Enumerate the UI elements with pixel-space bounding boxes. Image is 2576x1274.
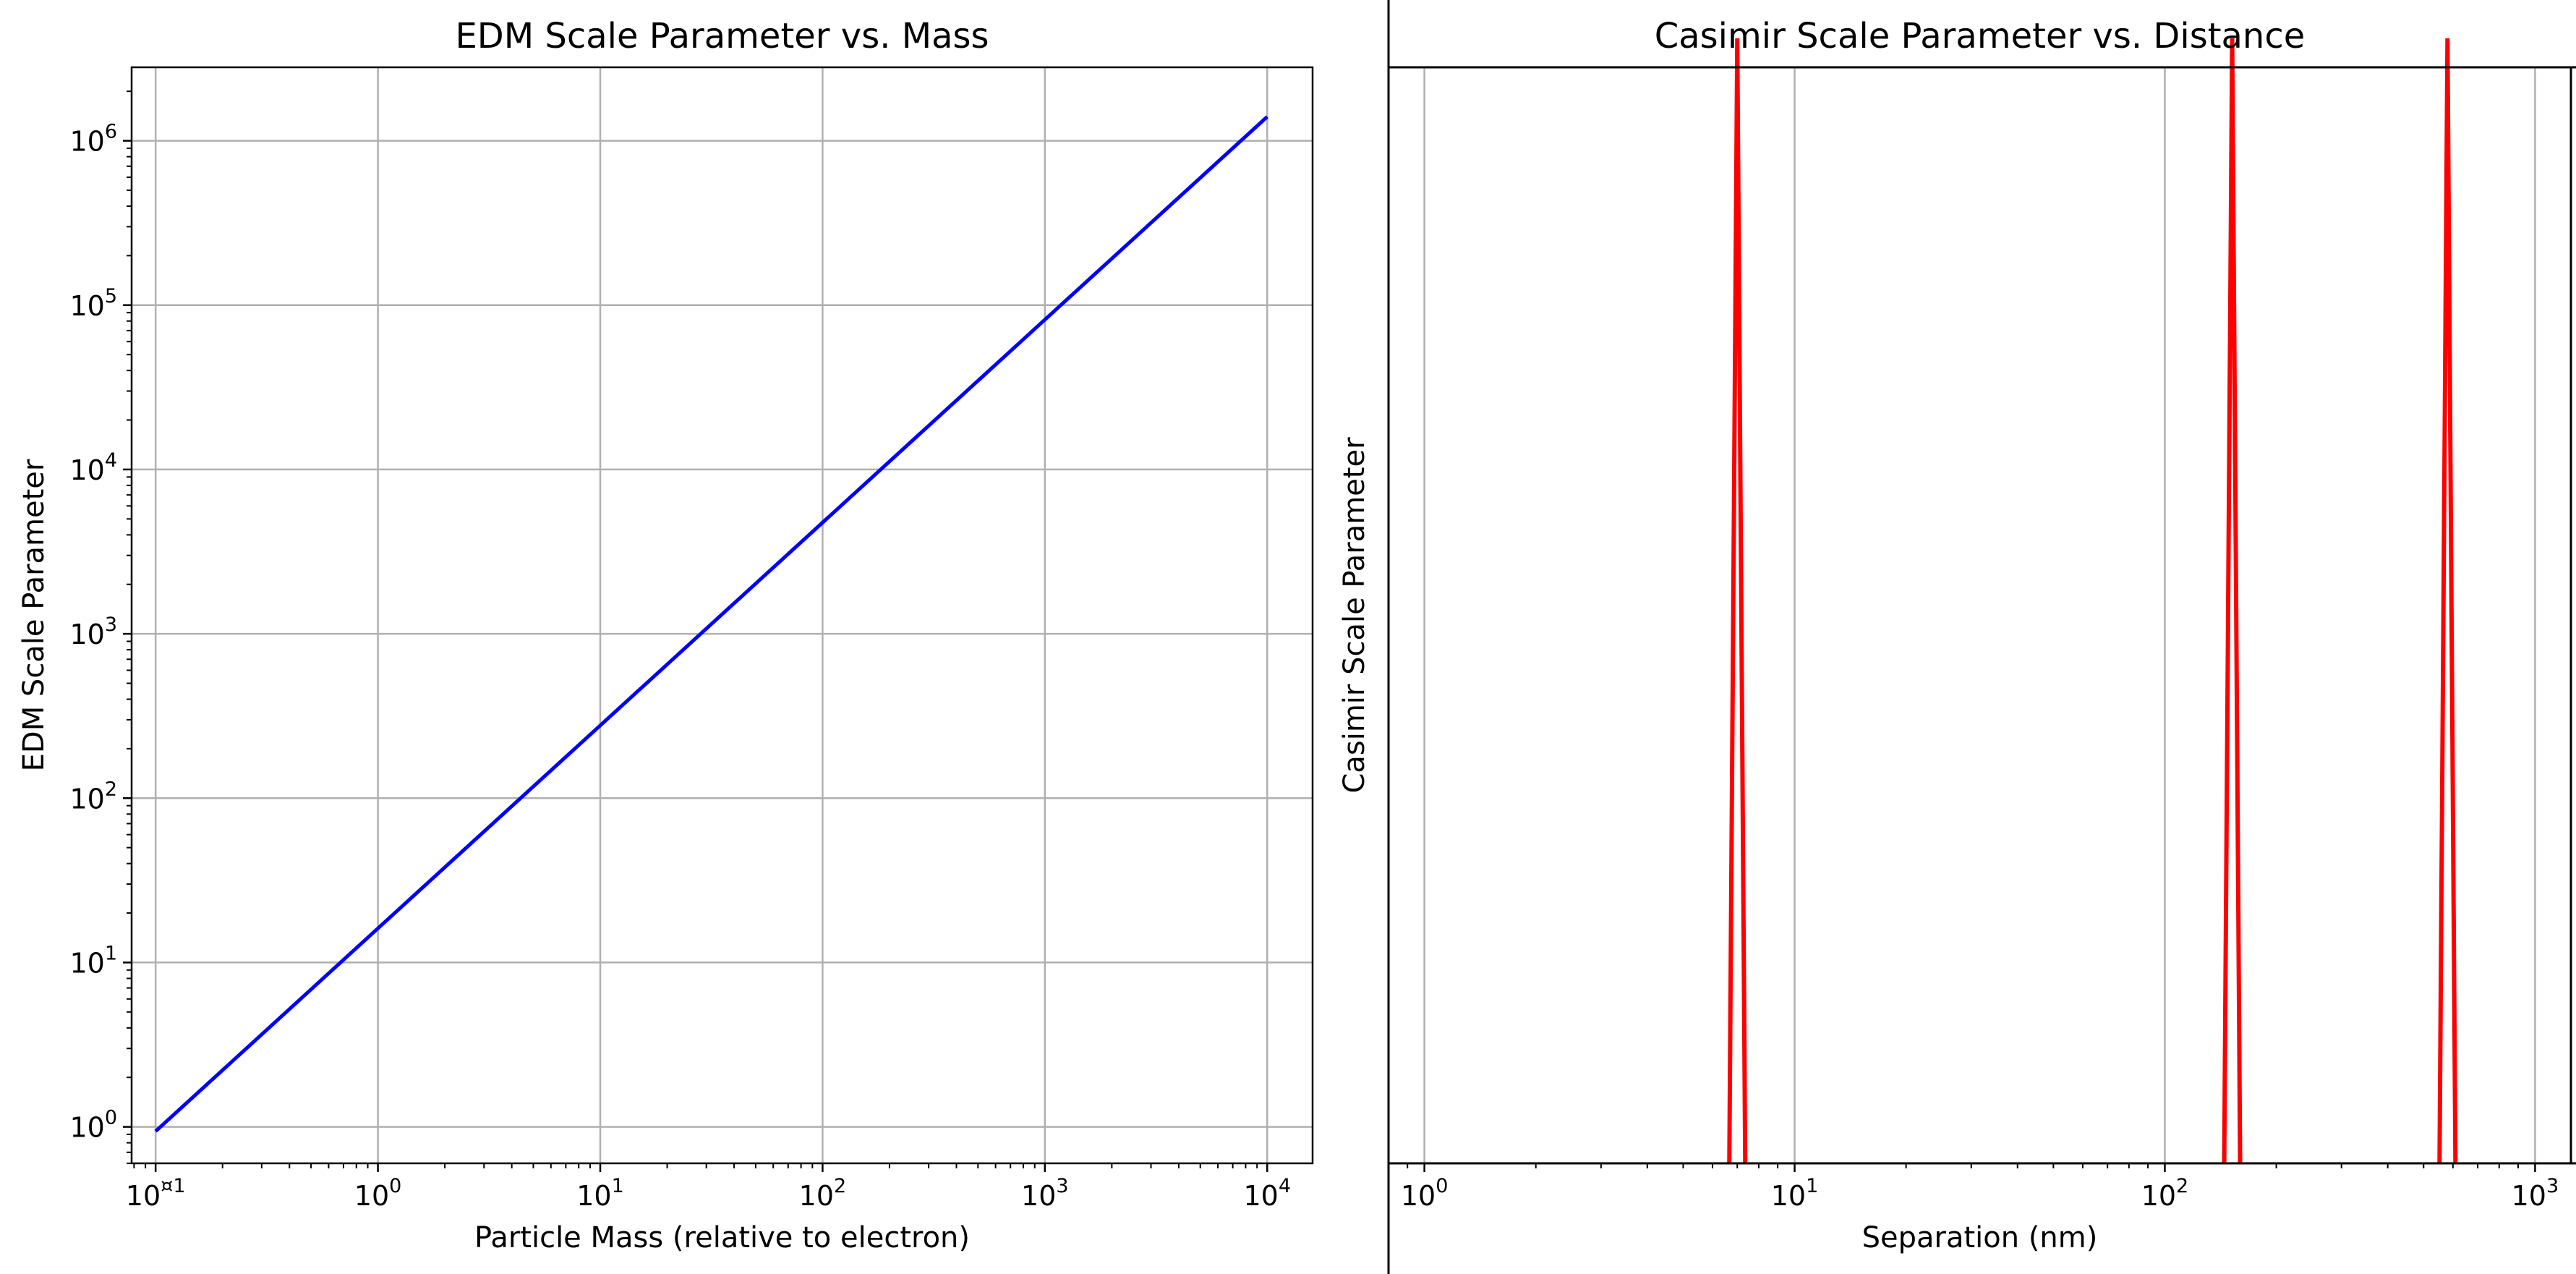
edm-y-tick-label-exponent: 2: [105, 778, 117, 800]
edm-y-tick-label: 103: [69, 613, 117, 650]
casimir-x-tick-label-exponent: 2: [2176, 1175, 2188, 1197]
casimir-x-tick-label: 101: [1771, 1175, 1819, 1212]
casimir-x-tick-label-base: 10: [2141, 1180, 2176, 1212]
edm-y-tick-label-base: 10: [69, 126, 104, 158]
edm-y-tick-label: 106: [69, 121, 117, 158]
edm-y-tick-label: 102: [69, 778, 117, 815]
edm-x-tick-label: 10¤1: [126, 1175, 186, 1212]
edm-y-tick-label-base: 10: [69, 290, 104, 322]
edm-y-tick-label-exponent: 5: [105, 285, 117, 307]
edm-x-tick-label-base: 10: [354, 1180, 389, 1212]
casimir-x-tick-label: 103: [2512, 1175, 2559, 1212]
edm-x-tick-label-base: 10: [1021, 1180, 1056, 1212]
casimir-chart: 100 101 102 103 Casimir Scale Parameter vs.…: [1338, 0, 2576, 1274]
edm-x-tick-label-base: 10: [126, 1180, 161, 1212]
edm-y-tick-label: 105: [69, 285, 117, 322]
casimir-x-tick-label-exponent: 0: [1436, 1175, 1448, 1197]
edm-x-tick-label-exponent: 1: [612, 1175, 624, 1197]
casimir-spike: [2222, 38, 2243, 1164]
edm-series: [154, 115, 1268, 1133]
edm-x-tick-label-base: 10: [799, 1180, 834, 1212]
edm-y-tick-label-exponent: 3: [105, 613, 117, 636]
edm-chart-title: EDM Scale Parameter vs. Mass: [455, 16, 989, 56]
casimir-x-tick-label: 100: [1401, 1175, 1449, 1212]
casimir-spike: [1727, 38, 1748, 1164]
edm-x-tick-label-exponent: 0: [389, 1175, 401, 1197]
edm-x-tick-label-exponent: 3: [1056, 1175, 1068, 1197]
edm-chart: 10¤1 100 101 102 103 104100101102103104105106…: [17, 16, 1314, 1254]
edm-y-axis-label: EDM Scale Parameter: [17, 459, 51, 771]
edm-x-axis-label: Particle Mass (relative to electron): [474, 1221, 970, 1254]
edm-y-tick-label-exponent: 4: [105, 449, 117, 472]
casimir-ticks: 100 101 102 103: [1401, 1163, 2559, 1212]
edm-x-tick-label: 102: [799, 1175, 847, 1212]
casimir-y-axis-label: Casimir Scale Parameter: [1338, 437, 1371, 794]
casimir-x-tick-label-base: 10: [1771, 1180, 1806, 1212]
edm-y-tick-label-base: 10: [69, 454, 104, 486]
casimir-x-tick-label-exponent: 1: [1806, 1175, 1818, 1197]
casimir-series: [1727, 38, 2458, 1164]
edm-gridlines: [132, 67, 1313, 1163]
casimir-plot-frame: [1387, 0, 2576, 1274]
edm-y-tick-label: 100: [69, 1107, 117, 1144]
edm-y-tick-label-exponent: 0: [105, 1107, 117, 1129]
edm-x-tick-label-exponent: 4: [1279, 1175, 1291, 1197]
casimir-x-tick-label-base: 10: [1401, 1180, 1436, 1212]
edm-x-tick-label-exponent: ¤1: [161, 1175, 185, 1197]
edm-x-tick-label: 101: [576, 1175, 624, 1212]
edm-y-tick-label-exponent: 1: [105, 942, 117, 964]
casimir-spike: [2437, 38, 2458, 1164]
casimir-x-tick-label-base: 10: [2512, 1180, 2546, 1212]
casimir-chart-title: Casimir Scale Parameter vs. Distance: [1655, 16, 2306, 56]
edm-y-tick-label-exponent: 6: [105, 121, 117, 143]
casimir-x-tick-label: 102: [2141, 1175, 2189, 1212]
edm-x-tick-label: 103: [1021, 1175, 1069, 1212]
edm-y-tick-label: 101: [69, 942, 117, 979]
edm-x-tick-label-exponent: 2: [834, 1175, 846, 1197]
edm-y-tick-label-base: 10: [69, 947, 104, 979]
casimir-x-tick-label-exponent: 3: [2546, 1175, 2559, 1197]
edm-y-tick-label-base: 10: [69, 783, 104, 815]
edm-x-tick-label: 100: [354, 1175, 402, 1212]
casimir-gridlines: [1423, 67, 2536, 1163]
edm-plot-frame: [130, 66, 1314, 1165]
edm-y-tick-label-base: 10: [69, 1112, 104, 1144]
edm-y-tick-label: 104: [69, 449, 117, 486]
edm-x-tick-label-base: 10: [576, 1180, 611, 1212]
edm-x-tick-label-base: 10: [1243, 1180, 1278, 1212]
casimir-x-axis-label: Separation (nm): [1862, 1221, 2098, 1254]
edm-line: [154, 115, 1268, 1133]
edm-y-tick-label-base: 10: [69, 619, 104, 650]
edm-x-tick-label: 104: [1243, 1175, 1291, 1212]
